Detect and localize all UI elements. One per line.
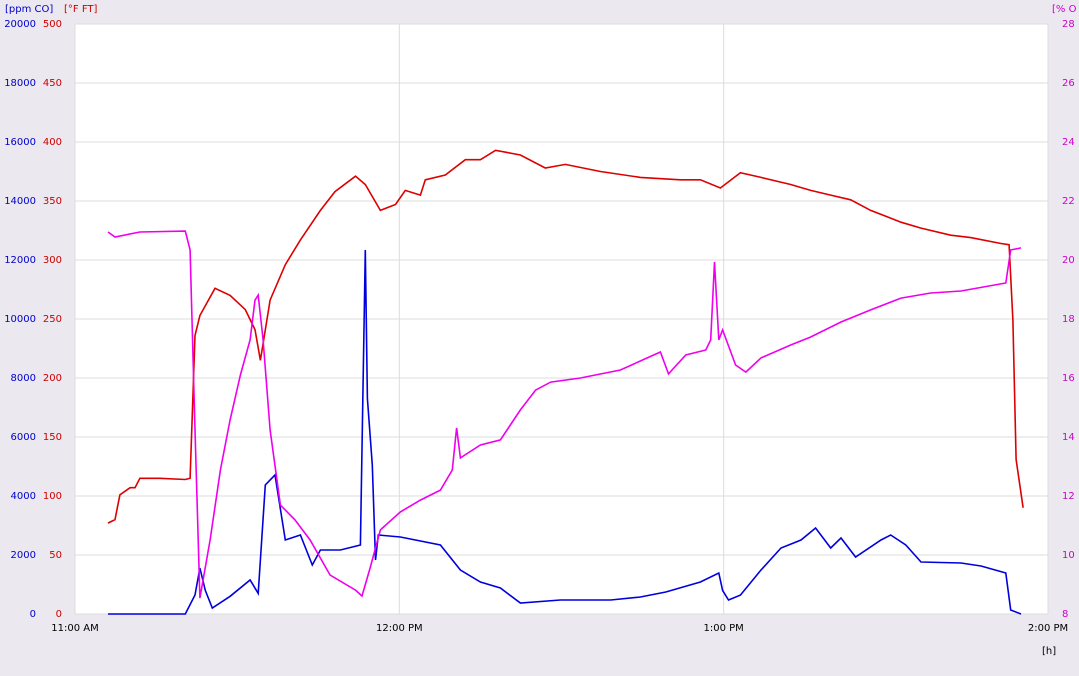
x-tick-label: 11:00 AM <box>51 623 98 634</box>
y3-tick-label: 28 <box>1062 19 1075 30</box>
x-tick-label: 2:00 PM <box>1028 623 1068 634</box>
y3-tick-label: 18 <box>1062 314 1075 325</box>
x-axis-title: [h] <box>1042 646 1056 657</box>
y2-tick-label: 50 <box>49 550 62 561</box>
y-tick-label: 18000 <box>4 78 36 89</box>
y2-tick-label: 100 <box>43 491 62 502</box>
y3-tick-label: 12 <box>1062 491 1075 502</box>
y-tick-label: 6000 <box>11 432 36 443</box>
data-line <box>107 230 1022 599</box>
y2-tick-label: 450 <box>43 78 62 89</box>
y-tick-label: 12000 <box>4 255 36 266</box>
y2-tick-label: 200 <box>43 373 62 384</box>
y2-axis-title: [°F FT] <box>64 4 98 15</box>
y2-tick-label: 500 <box>43 19 62 30</box>
y3-tick-label: 14 <box>1062 432 1075 443</box>
y-axis-title: [ppm CO] <box>5 4 53 15</box>
y3-tick-label: 22 <box>1062 196 1075 207</box>
y3-tick-label: 16 <box>1062 373 1075 384</box>
y-tick-label: 0 <box>30 609 36 620</box>
y2-tick-label: 0 <box>56 609 62 620</box>
y-tick-label: 16000 <box>4 137 36 148</box>
x-tick-label: 1:00 PM <box>704 623 744 634</box>
y2-tick-label: 150 <box>43 432 62 443</box>
y3-tick-label: 24 <box>1062 137 1075 148</box>
y-tick-label: 8000 <box>11 373 36 384</box>
y2-tick-label: 350 <box>43 196 62 207</box>
y-tick-label: 10000 <box>4 314 36 325</box>
y-tick-label: 14000 <box>4 196 36 207</box>
y3-tick-label: 26 <box>1062 78 1075 89</box>
y-tick-label: 4000 <box>11 491 36 502</box>
y-tick-label: 2000 <box>11 550 36 561</box>
y2-tick-label: 250 <box>43 314 62 325</box>
x-tick-label: 12:00 PM <box>376 623 423 634</box>
data-line <box>107 149 1024 524</box>
y2-tick-label: 400 <box>43 137 62 148</box>
data-line <box>108 249 1022 615</box>
y3-tick-label: 10 <box>1062 550 1075 561</box>
y3-tick-label: 20 <box>1062 255 1075 266</box>
y3-axis-title: [% O <box>1052 4 1077 15</box>
y-tick-label: 20000 <box>4 19 36 30</box>
y3-tick-label: 8 <box>1062 609 1068 620</box>
y2-tick-label: 300 <box>43 255 62 266</box>
